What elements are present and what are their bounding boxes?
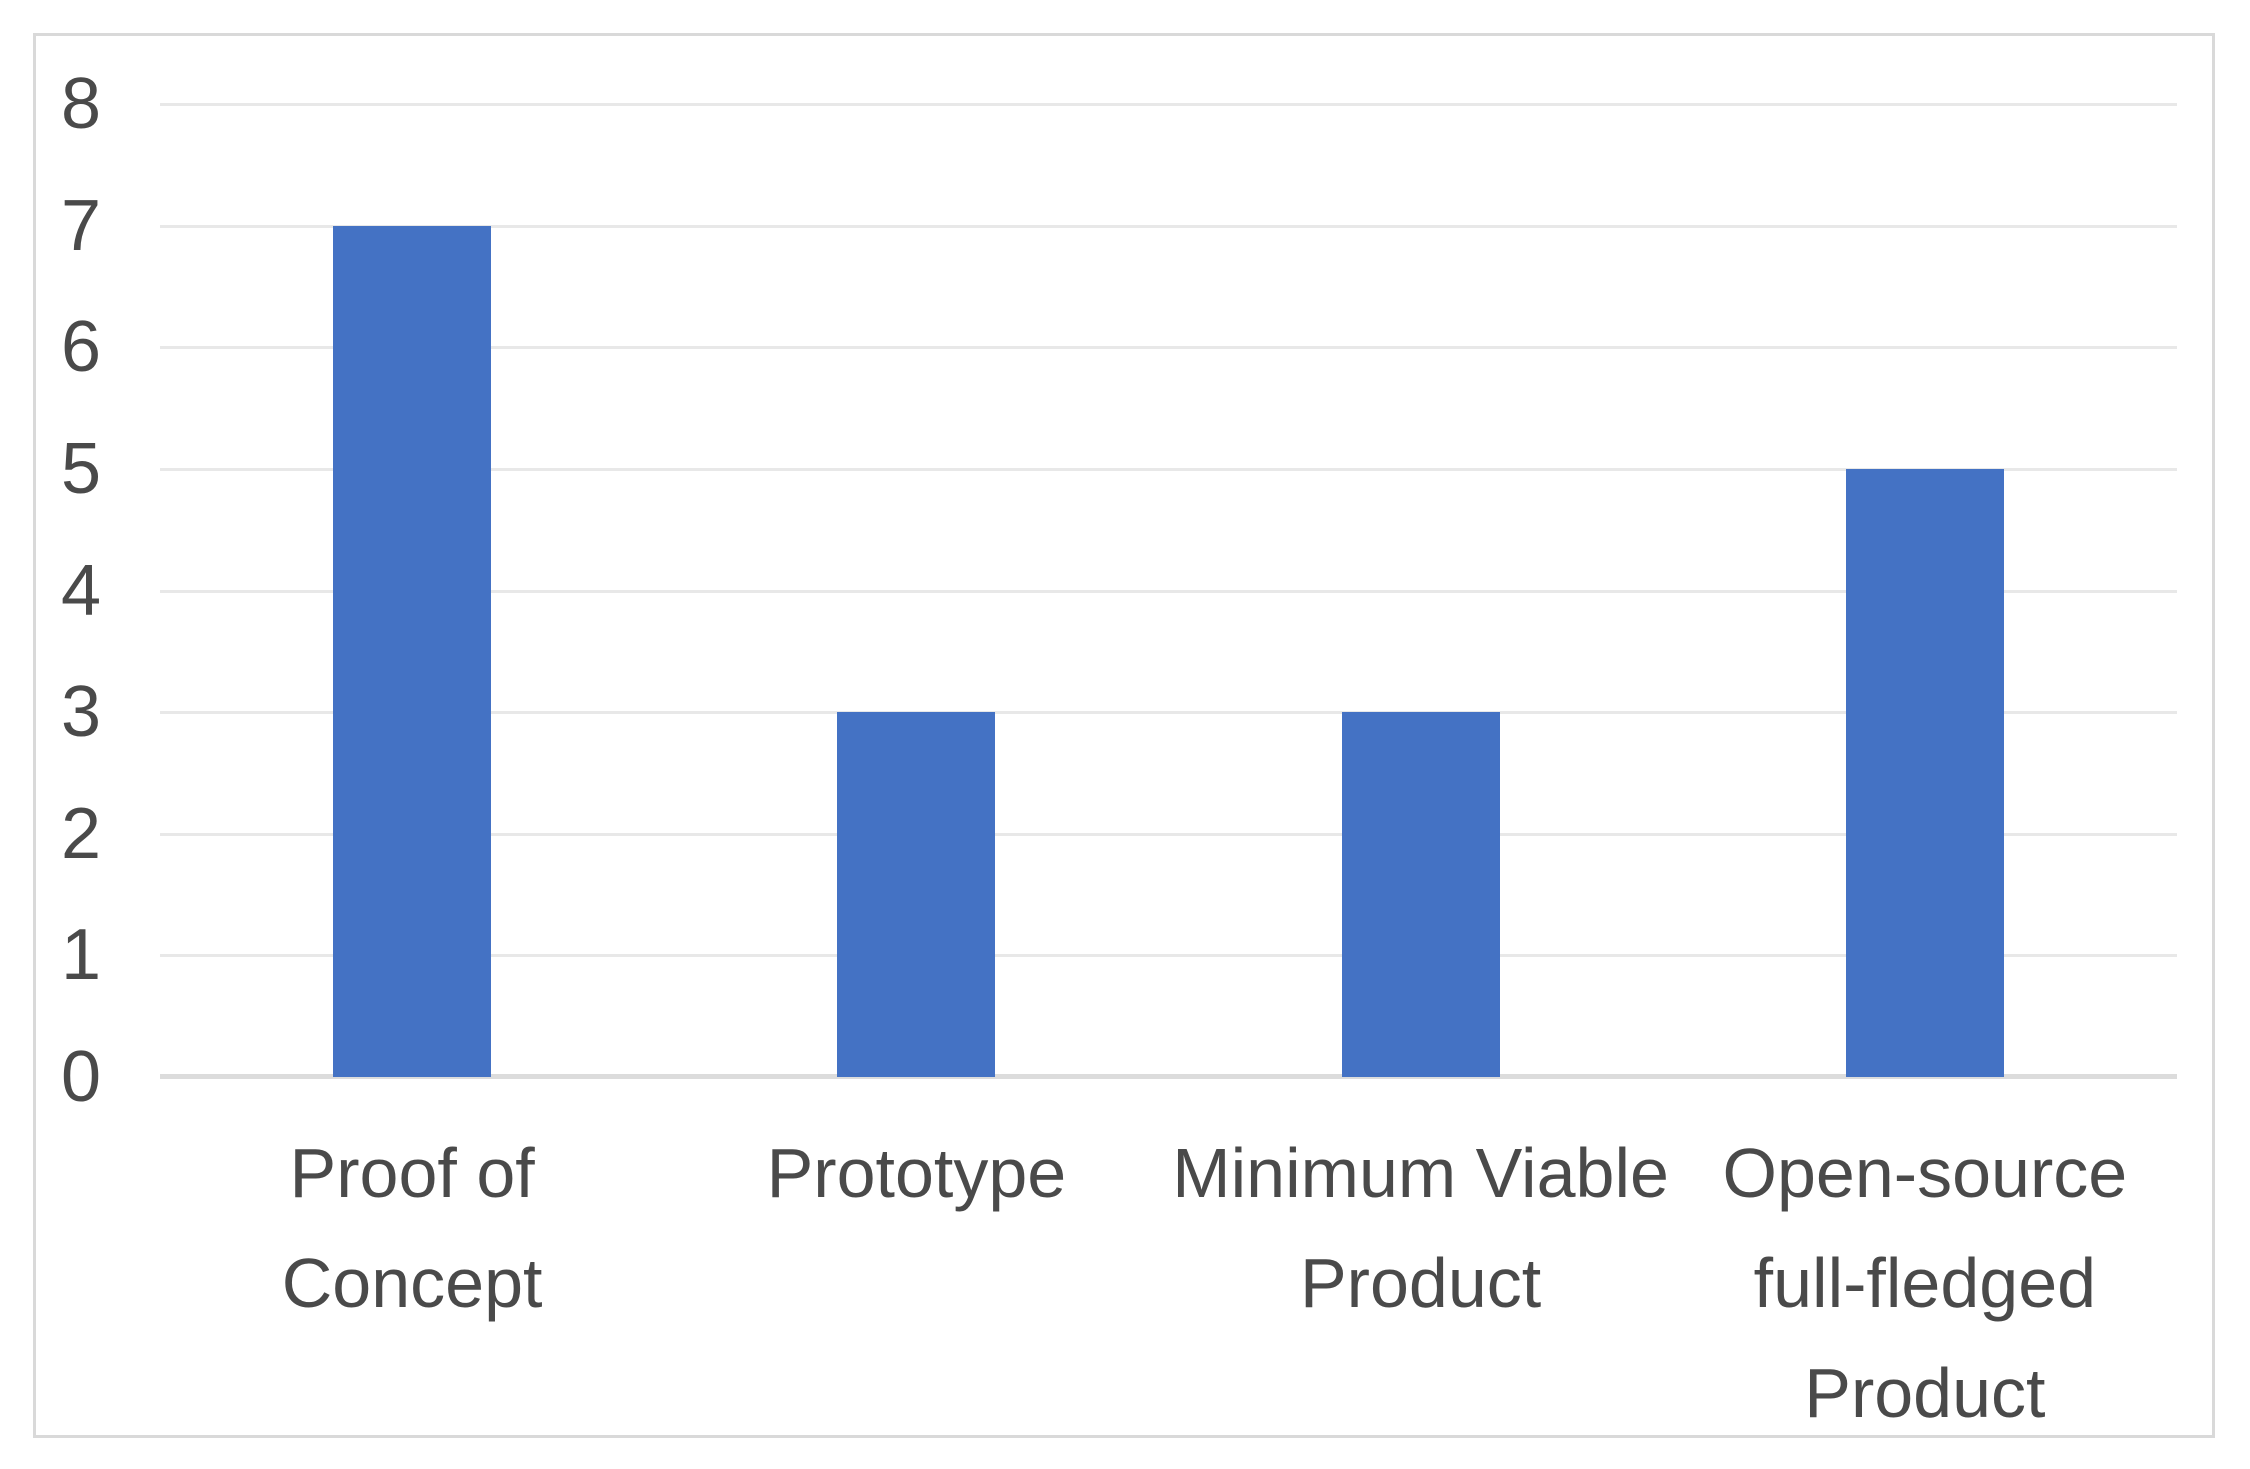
gridline-y-2 — [160, 832, 2177, 836]
y-tick-label-0: 0 — [60, 1037, 102, 1117]
x-label-proof-of-concept: Proof of Concept — [281, 1134, 543, 1322]
y-tick-label-1: 1 — [60, 915, 102, 996]
bar-open-source-full-fledged-product — [1845, 468, 2004, 1077]
x-axis-line — [160, 1074, 2177, 1079]
x-label-minimum-viable-product: Minimum Viable Product — [1172, 1134, 1669, 1322]
y-tick-label-5: 5 — [60, 428, 102, 509]
y-tick-label-7: 7 — [60, 185, 102, 266]
y-tick-label-4: 4 — [60, 550, 102, 631]
gridline-y-1 — [160, 954, 2177, 958]
y-tick-label-2: 2 — [60, 793, 102, 874]
y-tick-label-6: 6 — [60, 307, 102, 388]
bar-chart-frame: 0 1 2 3 4 5 6 7 8 Proof of Concept Prototype Minim… — [33, 33, 2215, 1438]
x-label-prototype: Prototype — [766, 1134, 1067, 1212]
bar-minimum-viable-product — [1341, 712, 1500, 1077]
gridline-y-5 — [160, 467, 2177, 471]
plot-area — [160, 103, 2177, 1079]
y-tick-label-3: 3 — [60, 672, 102, 753]
gridline-y-7 — [160, 224, 2177, 228]
bar-prototype — [837, 712, 996, 1077]
gridline-y-4 — [160, 589, 2177, 593]
y-tick-label-8: 8 — [60, 64, 102, 144]
x-label-open-source-full-fledged-product: Open-source full-fledged Product — [1722, 1134, 2128, 1432]
gridline-y-6 — [160, 346, 2177, 350]
gridline-y-3 — [160, 711, 2177, 715]
bar-proof-of-concept — [333, 225, 492, 1077]
gridline-y-8 — [160, 103, 2177, 106]
